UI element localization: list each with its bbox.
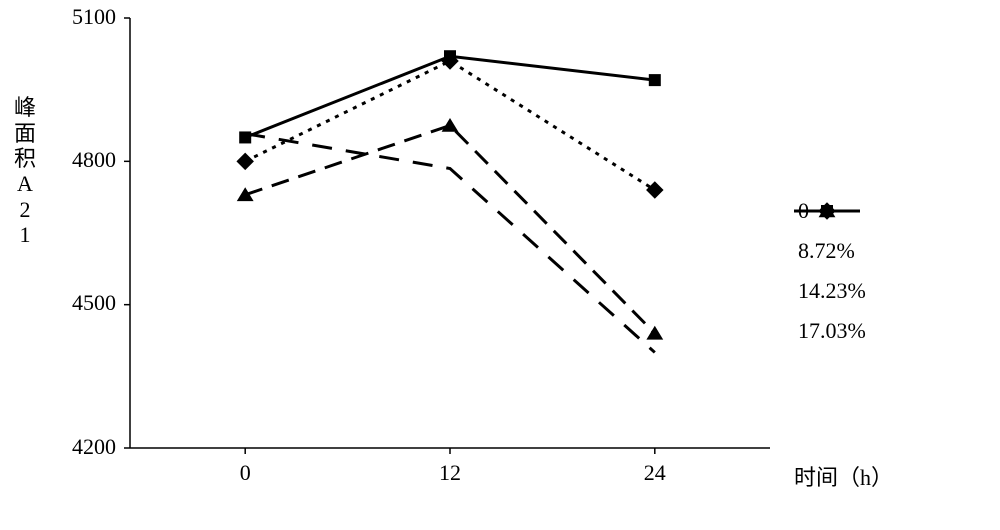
x-axis-label: 时间（h） [794, 460, 893, 492]
y-tick-label: 5100 [54, 4, 116, 30]
y-tick-label: 4500 [54, 290, 116, 316]
x-tick-label: 0 [225, 460, 265, 486]
legend-label: 17.03% [798, 318, 866, 344]
chart-container: 峰面积A21 08.72%14.23%17.03% 时间（h） 42004500… [0, 0, 1000, 530]
legend: 08.72%14.23%17.03% [792, 200, 866, 360]
legend-item: 14.23% [792, 280, 866, 302]
x-tick-label: 24 [635, 460, 675, 486]
y-tick-label: 4200 [54, 434, 116, 460]
x-tick-label: 12 [430, 460, 470, 486]
legend-label: 8.72% [798, 238, 855, 264]
legend-item: 17.03% [792, 320, 866, 342]
y-tick-label: 4800 [54, 147, 116, 173]
legend-label: 14.23% [798, 278, 866, 304]
legend-item: 8.72% [792, 240, 866, 262]
legend-swatch [792, 200, 862, 222]
